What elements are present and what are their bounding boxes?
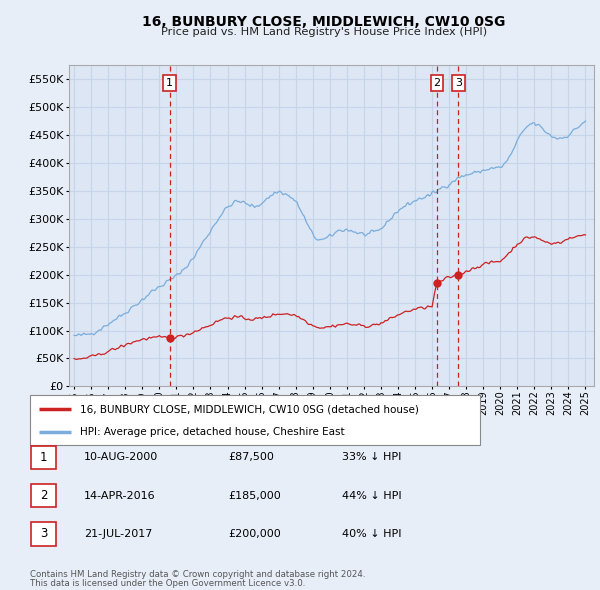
Text: 16, BUNBURY CLOSE, MIDDLEWICH, CW10 0SG (detached house): 16, BUNBURY CLOSE, MIDDLEWICH, CW10 0SG … xyxy=(79,404,418,414)
FancyBboxPatch shape xyxy=(31,484,56,507)
Text: HPI: Average price, detached house, Cheshire East: HPI: Average price, detached house, Ches… xyxy=(79,427,344,437)
Text: 1: 1 xyxy=(40,451,47,464)
Text: 40% ↓ HPI: 40% ↓ HPI xyxy=(342,529,401,539)
Text: £185,000: £185,000 xyxy=(228,491,281,500)
Text: 21-JUL-2017: 21-JUL-2017 xyxy=(84,529,152,539)
Text: 14-APR-2016: 14-APR-2016 xyxy=(84,491,155,500)
Text: 16, BUNBURY CLOSE, MIDDLEWICH, CW10 0SG: 16, BUNBURY CLOSE, MIDDLEWICH, CW10 0SG xyxy=(142,15,506,29)
Text: £87,500: £87,500 xyxy=(228,453,274,462)
Text: 3: 3 xyxy=(40,527,47,540)
Text: 33% ↓ HPI: 33% ↓ HPI xyxy=(342,453,401,462)
FancyBboxPatch shape xyxy=(31,522,56,546)
FancyBboxPatch shape xyxy=(30,395,480,445)
Text: Contains HM Land Registry data © Crown copyright and database right 2024.: Contains HM Land Registry data © Crown c… xyxy=(30,571,365,579)
Text: Price paid vs. HM Land Registry's House Price Index (HPI): Price paid vs. HM Land Registry's House … xyxy=(161,27,487,37)
Text: £200,000: £200,000 xyxy=(228,529,281,539)
Text: 2: 2 xyxy=(40,489,47,502)
Text: This data is licensed under the Open Government Licence v3.0.: This data is licensed under the Open Gov… xyxy=(30,579,305,588)
Text: 3: 3 xyxy=(455,78,462,88)
Text: 1: 1 xyxy=(166,78,173,88)
Text: 2: 2 xyxy=(433,78,440,88)
FancyBboxPatch shape xyxy=(31,445,56,469)
Text: 10-AUG-2000: 10-AUG-2000 xyxy=(84,453,158,462)
Text: 44% ↓ HPI: 44% ↓ HPI xyxy=(342,491,401,500)
